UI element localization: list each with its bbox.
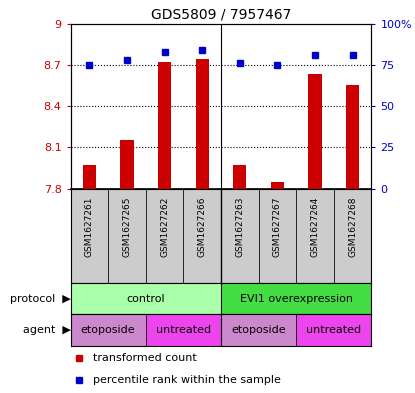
Bar [221, 189, 259, 283]
Text: GSM1627268: GSM1627268 [348, 196, 357, 257]
Bar [346, 85, 359, 189]
Bar [183, 189, 221, 283]
Text: percentile rank within the sample: percentile rank within the sample [93, 375, 281, 385]
Text: transformed count: transformed count [93, 353, 197, 363]
Bar [221, 314, 296, 346]
Bar [259, 189, 296, 283]
Bar [146, 314, 221, 346]
Bar [158, 62, 171, 189]
Bar [334, 189, 371, 283]
Text: etoposide: etoposide [81, 325, 135, 335]
Text: GSM1627263: GSM1627263 [235, 196, 244, 257]
Bar [308, 74, 322, 189]
Text: etoposide: etoposide [231, 325, 286, 335]
Bar [233, 165, 247, 189]
Bar [296, 189, 334, 283]
Text: GSM1627264: GSM1627264 [310, 196, 320, 257]
Bar [71, 283, 221, 314]
Bar [71, 314, 146, 346]
Bar [108, 189, 146, 283]
Bar [195, 59, 209, 189]
Text: EVI1 overexpression: EVI1 overexpression [240, 294, 353, 304]
Bar [83, 165, 96, 189]
Text: GSM1627265: GSM1627265 [122, 196, 132, 257]
Bar [146, 189, 183, 283]
Bar [120, 140, 134, 189]
Text: GSM1627267: GSM1627267 [273, 196, 282, 257]
Bar [271, 182, 284, 189]
Text: GSM1627261: GSM1627261 [85, 196, 94, 257]
Bar [296, 314, 371, 346]
Bar [71, 189, 108, 283]
Text: GSM1627266: GSM1627266 [198, 196, 207, 257]
Text: protocol  ▶: protocol ▶ [10, 294, 71, 304]
Text: untreated: untreated [156, 325, 211, 335]
Title: GDS5809 / 7957467: GDS5809 / 7957467 [151, 7, 291, 21]
Text: GSM1627262: GSM1627262 [160, 196, 169, 257]
Text: control: control [127, 294, 165, 304]
Bar [221, 283, 371, 314]
Text: agent  ▶: agent ▶ [23, 325, 71, 335]
Text: untreated: untreated [306, 325, 361, 335]
